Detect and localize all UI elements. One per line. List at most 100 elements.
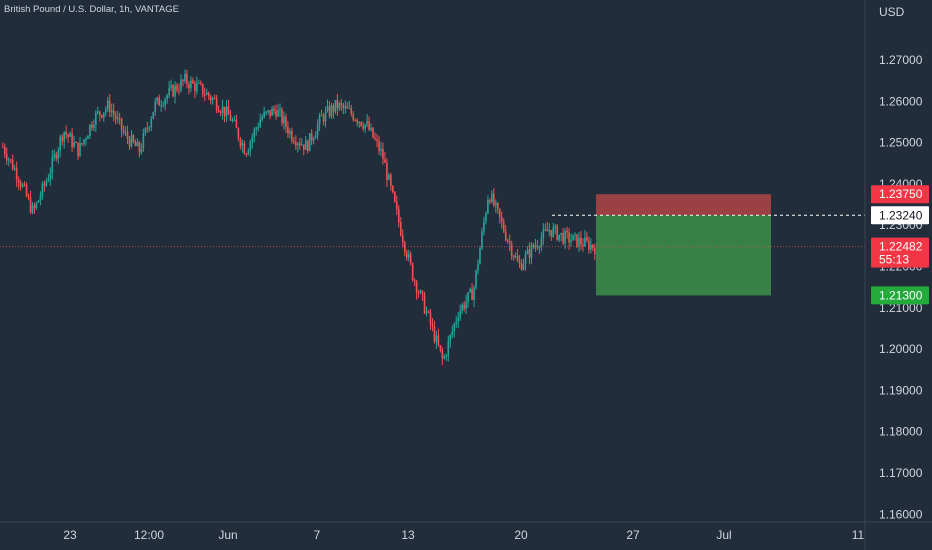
candle-body [49,173,52,180]
candle-body [378,140,380,151]
candle-body [126,132,129,139]
candle-body [560,232,562,235]
candle-body [225,106,228,117]
candle-body [15,168,18,180]
candle-body [79,143,81,157]
candle-body [114,114,117,120]
candle-body [67,134,69,137]
candle-body [75,142,77,144]
candle-body [344,106,347,109]
x-tick-label: Jul [716,528,731,542]
candle-body [427,311,430,313]
candle-body [59,136,62,151]
candle-body [485,213,487,222]
candle-body [447,341,450,356]
candle-body [188,84,190,89]
candle-body [261,117,263,120]
x-tick-label: 13 [401,528,415,542]
candle-body [546,229,549,232]
candle-body [346,106,349,109]
candle-body [491,193,493,203]
candle-body [372,127,374,138]
candle-body [255,128,258,130]
candle-body [110,110,113,113]
candle-body [291,130,293,141]
candle-body [27,195,30,198]
candle-body [287,126,289,134]
currency-label: USD [879,5,905,19]
candle-body [445,355,448,357]
candle-body [299,143,301,146]
target-price-value: 1.21300 [879,288,923,302]
candle-body [215,98,218,110]
candle-body [235,119,238,129]
candle-body [487,199,489,214]
candle-body [241,143,244,146]
y-tick-label: 1.16000 [879,507,923,521]
candle-body [172,85,174,97]
candle-body [532,244,535,248]
candle-body [449,335,452,342]
x-tick-label: Jun [218,528,237,542]
candle-body [190,80,192,89]
symbol-title: British Pound / U.S. Dollar, 1h, VANTAGE [4,4,179,15]
candle-body [7,159,10,161]
candle-body [263,111,265,118]
candle-body [162,105,164,107]
candle-body [570,240,572,243]
x-tick-label: 11 [852,528,865,542]
candle-body [548,229,551,232]
candle-body [380,148,382,151]
candle-body [23,184,26,186]
candle-body [544,229,547,231]
candle-body [45,181,48,186]
candle-body [97,111,99,113]
candle-body [463,304,465,309]
candle-body [35,202,38,209]
candle-body [384,159,386,163]
candle-body [336,100,339,109]
candle-body [144,128,147,134]
candle-body [552,227,555,237]
candle-body [405,251,408,258]
candle-body [382,148,384,160]
candle-body [130,135,133,147]
candle-body [338,103,341,109]
entry-price-value: 1.23240 [879,208,923,222]
candle-body [483,221,485,232]
candle-body [25,184,28,196]
candle-body [526,249,529,255]
candle-body [120,118,123,131]
candle-body [500,217,503,222]
candle-body [366,121,368,125]
candle-body [368,121,370,130]
candle-body [281,109,283,124]
candle-body [132,135,135,142]
candle-body [534,245,537,248]
candle-body [300,144,303,146]
candle-body [73,142,75,147]
candle-body [312,138,315,141]
candle-body [9,159,12,161]
candle-body [37,200,40,203]
candle-body [71,133,73,147]
candle-body [148,127,151,129]
candle-body [124,132,127,134]
stop-loss-zone [596,194,771,216]
x-tick-label: 12:00 [134,528,164,542]
candle-body [504,231,507,240]
candle-body [13,168,16,170]
candle-body [2,146,4,148]
candle-body [200,82,202,84]
candle-body [51,157,54,174]
candle-body [182,79,184,82]
candle-body [231,120,234,122]
candle-body [314,135,317,139]
candle-body [285,116,287,127]
candle-body [81,143,83,145]
candle-body [429,311,432,324]
candle-body [399,222,402,236]
candle-body [390,174,392,186]
